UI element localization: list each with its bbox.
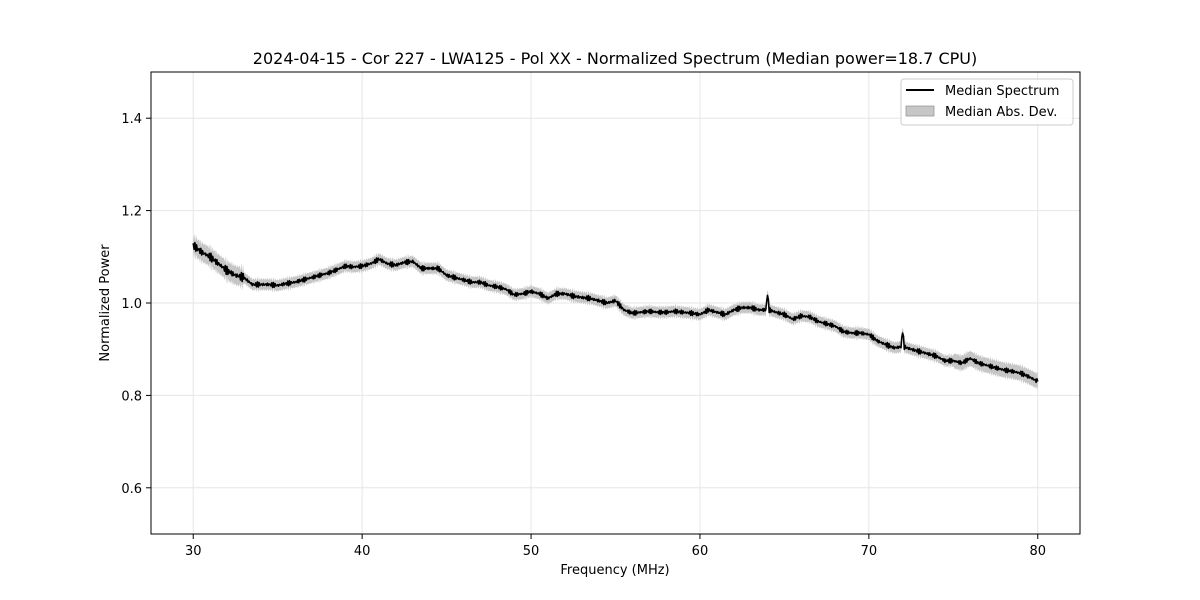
legend: Median Spectrum Median Abs. Dev. (900, 78, 1074, 126)
x-tick-label: 70 (861, 544, 878, 559)
y-tick-label: 0.6 (121, 482, 142, 497)
y-tick-label: 1.4 (121, 112, 142, 127)
median-spectrum-line (192, 241, 1039, 384)
chart-title: 2024-04-15 - Cor 227 - LWA125 - Pol XX -… (253, 49, 977, 68)
y-tick-label: 0.8 (121, 389, 142, 404)
x-tick-label: 30 (185, 544, 202, 559)
x-axis-ticks: 30 40 50 60 70 80 (185, 534, 1046, 559)
y-axis-ticks: 0.6 0.8 1.0 1.2 1.4 (121, 112, 151, 497)
y-tick-label: 1.2 (121, 205, 142, 220)
mad-band (193, 233, 1038, 390)
mad-band-layer (193, 233, 1038, 390)
legend-mad-label: Median Abs. Dev. (945, 105, 1057, 120)
y-axis-label: Normalized Power (98, 244, 113, 362)
x-tick-label: 50 (523, 544, 540, 559)
x-tick-label: 60 (692, 544, 709, 559)
x-tick-label: 80 (1029, 544, 1046, 559)
x-axis-label: Frequency (MHz) (560, 563, 669, 578)
y-tick-label: 1.0 (121, 297, 142, 312)
legend-median-label: Median Spectrum (945, 84, 1059, 99)
legend-box (900, 78, 1074, 126)
median-line-layer (192, 241, 1039, 384)
legend-mad-swatch (905, 105, 935, 117)
x-tick-label: 40 (354, 544, 371, 559)
